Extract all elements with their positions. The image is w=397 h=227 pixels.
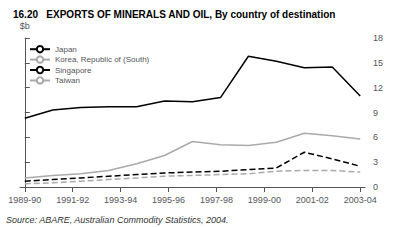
svg-text:12: 12 [373,83,383,93]
svg-text:Japan: Japan [55,45,77,54]
svg-text:1997-98: 1997-98 [200,195,233,205]
svg-text:1999-00: 1999-00 [248,195,281,205]
svg-text:1989-90: 1989-90 [8,195,41,205]
svg-text:1993-94: 1993-94 [104,195,137,205]
svg-text:15: 15 [373,58,383,68]
svg-text:1991-92: 1991-92 [56,195,89,205]
svg-text:Source: ABARE, Australian Comm: Source: ABARE, Australian Commodity Stat… [6,215,228,225]
svg-text:2003-04: 2003-04 [344,195,377,205]
svg-text:2001-02: 2001-02 [296,195,329,205]
svg-text:Korea, Republic of (South): Korea, Republic of (South) [55,55,150,64]
svg-text:16.20 EXPORTS OF MINERALS AN: 16.20 EXPORTS OF MINERALS AND OIL, By co… [13,9,335,20]
svg-text:0: 0 [373,182,378,192]
svg-text:1995-96: 1995-96 [152,195,185,205]
svg-text:18: 18 [373,33,383,43]
svg-text:3: 3 [373,157,378,167]
svg-text:Singapore: Singapore [55,66,92,75]
svg-text:Taiwan: Taiwan [55,76,80,85]
svg-text:9: 9 [373,108,378,118]
svg-text:6: 6 [373,132,378,142]
svg-text:$b: $b [20,21,30,31]
